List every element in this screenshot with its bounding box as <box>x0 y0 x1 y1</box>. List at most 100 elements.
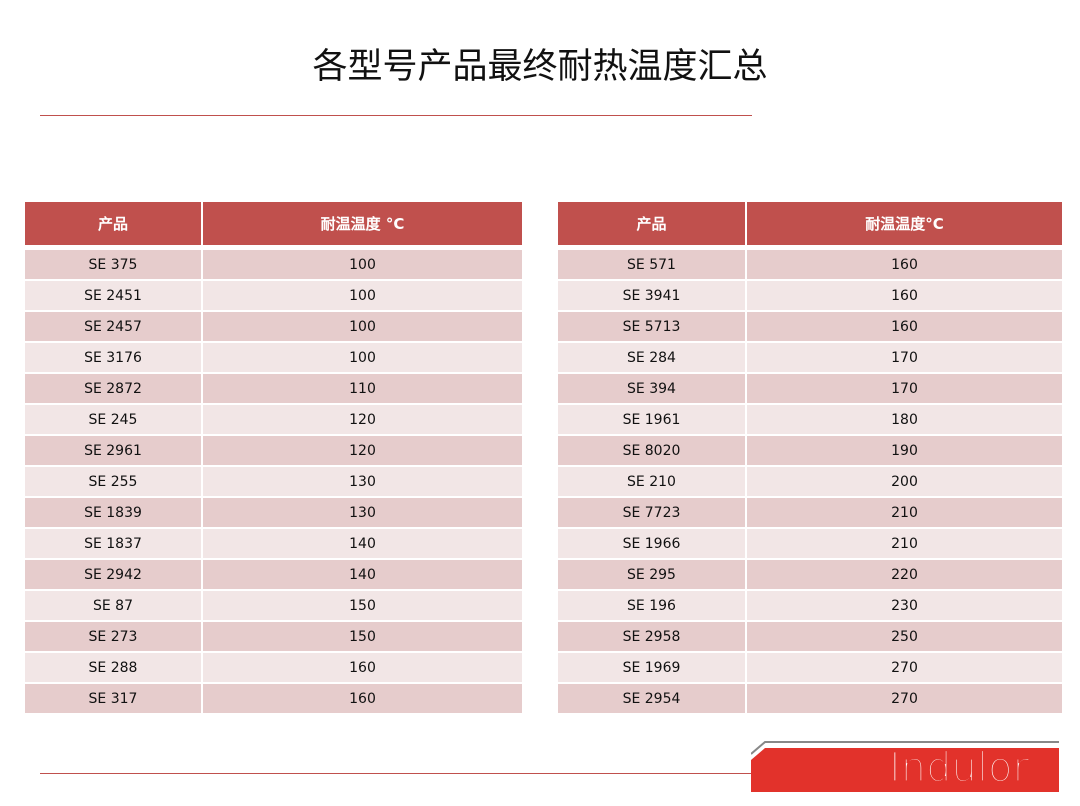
product-cell: SE 288 <box>25 653 203 684</box>
table-row: SE 317 160 <box>25 684 522 715</box>
temperature-cell: 160 <box>747 281 1062 312</box>
product-cell: SE 8020 <box>558 436 747 467</box>
table-row: SE 2958 250 <box>558 622 1062 653</box>
temperature-cell: 190 <box>747 436 1062 467</box>
table-row: SE 3941 160 <box>558 281 1062 312</box>
table-row: SE 571 160 <box>558 250 1062 281</box>
product-cell: SE 1837 <box>25 529 203 560</box>
table-row: SE 295 220 <box>558 560 1062 591</box>
product-cell: SE 295 <box>558 560 747 591</box>
temperature-cell: 170 <box>747 374 1062 405</box>
product-cell: SE 3176 <box>25 343 203 374</box>
product-cell: SE 5713 <box>558 312 747 343</box>
temperature-cell: 150 <box>203 622 522 653</box>
temperature-cell: 100 <box>203 312 522 343</box>
header-temperature: 耐温温度 °C <box>203 202 522 250</box>
temperature-cell: 130 <box>203 467 522 498</box>
product-cell: SE 284 <box>558 343 747 374</box>
temperature-cell: 210 <box>747 529 1062 560</box>
table-row: SE 255 130 <box>25 467 522 498</box>
product-cell: SE 2942 <box>25 560 203 591</box>
temperature-cell: 270 <box>747 653 1062 684</box>
svg-text:Indulor: Indulor <box>889 745 1029 791</box>
table-row: SE 273 150 <box>25 622 522 653</box>
product-cell: SE 273 <box>25 622 203 653</box>
temperature-cell: 160 <box>747 250 1062 281</box>
product-cell: SE 245 <box>25 405 203 436</box>
product-cell: SE 2451 <box>25 281 203 312</box>
temperature-cell: 230 <box>747 591 1062 622</box>
temperature-cell: 170 <box>747 343 1062 374</box>
temperature-cell: 250 <box>747 622 1062 653</box>
table-row: SE 2942 140 <box>25 560 522 591</box>
table-row: SE 1837 140 <box>25 529 522 560</box>
temperature-cell: 110 <box>203 374 522 405</box>
table-row: SE 1961 180 <box>558 405 1062 436</box>
table-row: SE 394 170 <box>558 374 1062 405</box>
indulor-logo: Indulor <box>751 741 1059 792</box>
temperature-cell: 210 <box>747 498 1062 529</box>
left-table: 产品 耐温温度 °C SE 375 100 SE 2451 100 SE 2457 100… <box>25 202 522 715</box>
temperature-cell: 140 <box>203 560 522 591</box>
temperature-cell: 270 <box>747 684 1062 715</box>
temperature-cell: 220 <box>747 560 1062 591</box>
table-row: SE 2961 120 <box>25 436 522 467</box>
temperature-cell: 120 <box>203 405 522 436</box>
temperature-cell: 180 <box>747 405 1062 436</box>
temperature-cell: 130 <box>203 498 522 529</box>
product-cell: SE 375 <box>25 250 203 281</box>
temperature-cell: 160 <box>747 312 1062 343</box>
table-row: SE 2954 270 <box>558 684 1062 715</box>
table-row: SE 375 100 <box>25 250 522 281</box>
header-product: 产品 <box>25 202 203 250</box>
product-cell: SE 2958 <box>558 622 747 653</box>
table-row: SE 2872 110 <box>25 374 522 405</box>
product-cell: SE 394 <box>558 374 747 405</box>
temperature-cell: 100 <box>203 250 522 281</box>
table-row: SE 87 150 <box>25 591 522 622</box>
table-row: SE 1969 270 <box>558 653 1062 684</box>
product-cell: SE 2872 <box>25 374 203 405</box>
right-table: 产品 耐温温度°C SE 571 160 SE 3941 160 SE 5713 160 S… <box>558 202 1062 715</box>
product-cell: SE 2954 <box>558 684 747 715</box>
header-product: 产品 <box>558 202 747 250</box>
product-cell: SE 3941 <box>558 281 747 312</box>
product-cell: SE 571 <box>558 250 747 281</box>
product-cell: SE 7723 <box>558 498 747 529</box>
product-cell: SE 1969 <box>558 653 747 684</box>
temperature-cell: 200 <box>747 467 1062 498</box>
product-cell: SE 1966 <box>558 529 747 560</box>
top-divider <box>40 115 752 116</box>
table-row: SE 2451 100 <box>25 281 522 312</box>
table-row: SE 1839 130 <box>25 498 522 529</box>
product-cell: SE 2961 <box>25 436 203 467</box>
temperature-cell: 160 <box>203 653 522 684</box>
page-title: 各型号产品最终耐热温度汇总 <box>312 47 768 87</box>
temperature-cell: 120 <box>203 436 522 467</box>
product-cell: SE 317 <box>25 684 203 715</box>
table-row: SE 3176 100 <box>25 343 522 374</box>
product-cell: SE 196 <box>558 591 747 622</box>
table-row: SE 1966 210 <box>558 529 1062 560</box>
table-row: SE 210 200 <box>558 467 1062 498</box>
temperature-cell: 160 <box>203 684 522 715</box>
table-row: SE 284 170 <box>558 343 1062 374</box>
product-cell: SE 1839 <box>25 498 203 529</box>
table-row: SE 5713 160 <box>558 312 1062 343</box>
table-row: SE 2457 100 <box>25 312 522 343</box>
product-cell: SE 87 <box>25 591 203 622</box>
temperature-cell: 150 <box>203 591 522 622</box>
temperature-cell: 100 <box>203 343 522 374</box>
header-temperature: 耐温温度°C <box>747 202 1062 250</box>
table-row: SE 245 120 <box>25 405 522 436</box>
table-row: SE 7723 210 <box>558 498 1062 529</box>
table-row: SE 288 160 <box>25 653 522 684</box>
table-row: SE 196 230 <box>558 591 1062 622</box>
product-cell: SE 255 <box>25 467 203 498</box>
table-row: SE 8020 190 <box>558 436 1062 467</box>
product-cell: SE 210 <box>558 467 747 498</box>
temperature-cell: 100 <box>203 281 522 312</box>
product-cell: SE 1961 <box>558 405 747 436</box>
temperature-cell: 140 <box>203 529 522 560</box>
bottom-divider <box>40 773 752 774</box>
